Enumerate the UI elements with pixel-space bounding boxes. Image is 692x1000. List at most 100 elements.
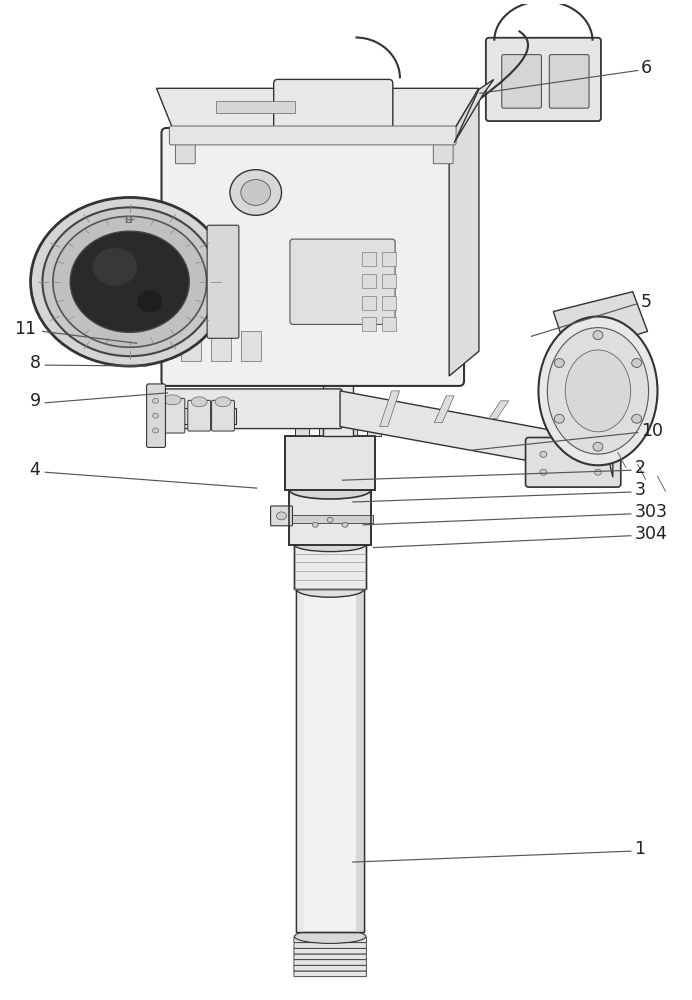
Polygon shape: [156, 88, 479, 138]
Bar: [211, 331, 231, 361]
Bar: [296, 589, 304, 932]
Ellipse shape: [152, 413, 158, 418]
FancyBboxPatch shape: [290, 239, 395, 324]
Bar: [367, 416, 381, 436]
Bar: [382, 252, 396, 266]
Ellipse shape: [30, 197, 229, 366]
FancyBboxPatch shape: [170, 126, 456, 145]
Text: 10: 10: [641, 422, 663, 440]
Ellipse shape: [152, 428, 158, 433]
Ellipse shape: [70, 231, 190, 332]
Text: EF: EF: [124, 216, 136, 225]
FancyBboxPatch shape: [212, 400, 235, 431]
Bar: [294, 545, 366, 589]
Ellipse shape: [554, 359, 564, 367]
Bar: [287, 515, 373, 523]
Ellipse shape: [594, 451, 601, 457]
FancyBboxPatch shape: [502, 55, 541, 108]
Ellipse shape: [540, 451, 547, 457]
FancyBboxPatch shape: [549, 55, 589, 108]
Bar: [363, 296, 376, 310]
Polygon shape: [554, 292, 648, 356]
FancyBboxPatch shape: [188, 400, 210, 431]
Ellipse shape: [215, 397, 231, 407]
Ellipse shape: [286, 405, 375, 427]
FancyBboxPatch shape: [525, 438, 621, 487]
Ellipse shape: [594, 469, 601, 475]
Ellipse shape: [137, 291, 162, 313]
Text: 3: 3: [635, 481, 646, 499]
Ellipse shape: [294, 930, 366, 943]
Bar: [382, 274, 396, 288]
Text: 304: 304: [635, 525, 667, 543]
Ellipse shape: [53, 216, 207, 347]
FancyBboxPatch shape: [147, 384, 165, 447]
FancyBboxPatch shape: [207, 225, 239, 338]
Ellipse shape: [547, 328, 648, 454]
Polygon shape: [454, 79, 494, 143]
Bar: [296, 589, 364, 932]
Ellipse shape: [191, 397, 207, 407]
Bar: [286, 436, 375, 490]
Ellipse shape: [289, 481, 371, 499]
FancyBboxPatch shape: [161, 128, 464, 386]
Bar: [181, 331, 201, 361]
Bar: [295, 416, 309, 436]
Ellipse shape: [565, 350, 630, 432]
Bar: [241, 331, 261, 361]
Ellipse shape: [342, 522, 348, 527]
Bar: [356, 589, 364, 932]
Bar: [382, 317, 396, 331]
FancyBboxPatch shape: [294, 971, 366, 977]
Ellipse shape: [294, 538, 366, 552]
FancyBboxPatch shape: [433, 137, 453, 164]
Text: 11: 11: [14, 320, 36, 338]
Text: 9: 9: [29, 392, 41, 410]
Polygon shape: [380, 391, 399, 427]
Polygon shape: [449, 88, 479, 376]
Bar: [363, 274, 376, 288]
Polygon shape: [489, 401, 509, 419]
Text: 8: 8: [30, 354, 41, 372]
Ellipse shape: [42, 207, 217, 356]
Ellipse shape: [632, 414, 641, 423]
Ellipse shape: [327, 517, 333, 522]
Ellipse shape: [296, 581, 364, 597]
Polygon shape: [554, 361, 613, 477]
Bar: [296, 589, 364, 932]
FancyBboxPatch shape: [294, 954, 366, 960]
Bar: [382, 296, 396, 310]
FancyBboxPatch shape: [294, 965, 366, 971]
Ellipse shape: [593, 442, 603, 451]
Polygon shape: [340, 391, 554, 465]
Bar: [289, 490, 371, 545]
Text: 6: 6: [641, 59, 653, 77]
FancyBboxPatch shape: [294, 948, 366, 954]
Text: 2: 2: [635, 459, 646, 477]
Bar: [319, 416, 333, 436]
FancyBboxPatch shape: [154, 389, 342, 429]
Bar: [363, 317, 376, 331]
Ellipse shape: [593, 331, 603, 340]
Ellipse shape: [632, 359, 641, 367]
Bar: [156, 408, 236, 424]
FancyBboxPatch shape: [294, 943, 366, 948]
Bar: [323, 381, 353, 436]
Ellipse shape: [277, 512, 286, 520]
FancyBboxPatch shape: [294, 937, 366, 943]
Bar: [286, 436, 375, 490]
Text: 303: 303: [635, 503, 667, 521]
FancyBboxPatch shape: [175, 137, 195, 164]
FancyBboxPatch shape: [273, 79, 393, 142]
FancyBboxPatch shape: [294, 960, 366, 965]
Ellipse shape: [540, 469, 547, 475]
Ellipse shape: [241, 180, 271, 205]
Text: 5: 5: [641, 293, 652, 311]
Polygon shape: [435, 396, 454, 423]
Bar: [343, 416, 357, 436]
Bar: [294, 545, 366, 589]
Bar: [289, 490, 371, 545]
Text: 1: 1: [635, 840, 646, 858]
Ellipse shape: [312, 522, 318, 527]
FancyBboxPatch shape: [486, 38, 601, 121]
